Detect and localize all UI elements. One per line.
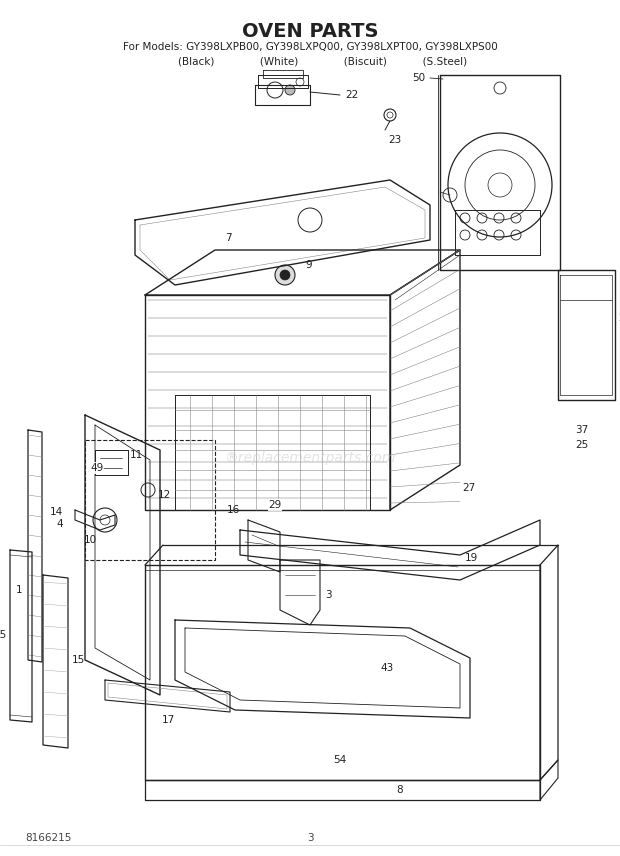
Text: 16: 16 — [227, 505, 240, 515]
Text: 14: 14 — [50, 507, 63, 517]
Text: 8: 8 — [397, 785, 404, 795]
Text: 26: 26 — [618, 313, 620, 323]
Text: 8166215: 8166215 — [25, 833, 71, 843]
Text: 55: 55 — [0, 630, 6, 640]
Text: 1: 1 — [16, 585, 22, 595]
Text: 3: 3 — [325, 590, 332, 600]
Text: 25: 25 — [575, 440, 588, 450]
Circle shape — [285, 85, 295, 95]
Text: 10: 10 — [84, 535, 97, 545]
Text: 27: 27 — [462, 483, 476, 493]
Text: 4: 4 — [56, 519, 63, 529]
Bar — [85, 440, 215, 560]
Circle shape — [275, 265, 295, 285]
Text: 9: 9 — [305, 260, 312, 270]
Text: 22: 22 — [345, 90, 358, 100]
Text: 54: 54 — [334, 755, 347, 765]
Text: 12: 12 — [158, 490, 171, 500]
Text: 23: 23 — [388, 135, 401, 145]
Text: 50: 50 — [412, 73, 425, 83]
Text: 7: 7 — [225, 233, 232, 243]
Text: 11: 11 — [130, 450, 143, 460]
Text: (Black)              (White)              (Biscuit)           (S.Steel): (Black) (White) (Biscuit) (S.Steel) — [153, 56, 467, 66]
Text: 15: 15 — [72, 655, 86, 665]
Text: 19: 19 — [465, 553, 478, 563]
Text: OVEN PARTS: OVEN PARTS — [242, 22, 378, 41]
Text: For Models: GY398LXPB00, GY398LXPQ00, GY398LXPT00, GY398LXPS00: For Models: GY398LXPB00, GY398LXPQ00, GY… — [123, 42, 497, 52]
Text: ®replacementparts.com: ®replacementparts.com — [224, 451, 396, 465]
Circle shape — [280, 270, 290, 280]
Text: 17: 17 — [161, 715, 175, 725]
Text: 49: 49 — [90, 463, 104, 473]
Text: 29: 29 — [268, 500, 281, 510]
Text: 37: 37 — [575, 425, 588, 435]
Text: 43: 43 — [380, 663, 393, 673]
Text: 3: 3 — [307, 833, 313, 843]
